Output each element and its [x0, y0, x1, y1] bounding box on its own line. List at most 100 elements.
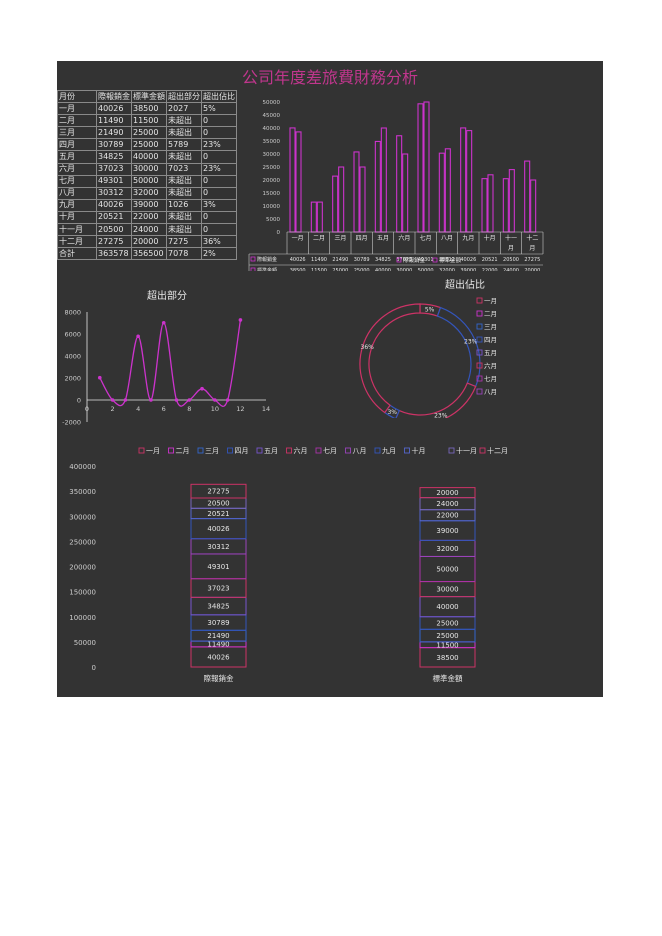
table-cell[interactable]: 356500: [131, 247, 167, 261]
chart-title: 超出佔比: [445, 278, 485, 291]
table-row: 五月 34825 40000 未超出 0: [57, 150, 237, 164]
table-cell[interactable]: 0: [201, 223, 237, 237]
table-cell[interactable]: 0: [201, 126, 237, 140]
table-cell[interactable]: 22000: [131, 210, 167, 225]
table-cell[interactable]: 20000: [131, 235, 167, 249]
table-cell[interactable]: 十二月: [57, 235, 97, 249]
stacked-bar-chart: 一月 二月 三月 四月 五月 六月 七月 八月 九月 十月 十一月 十二月40000035000030…: [69, 446, 508, 683]
table-cell[interactable]: 23%: [201, 138, 237, 152]
table-cell[interactable]: 0: [201, 210, 237, 225]
table-cell[interactable]: 20521: [96, 210, 132, 225]
table-cell[interactable]: 五月: [57, 150, 97, 164]
table-cell[interactable]: 363578: [96, 247, 132, 261]
table-row: 十一月 20500 24000 未超出 0: [57, 223, 237, 237]
data-label: 5%: [425, 306, 435, 313]
table-cell[interactable]: 2%: [201, 247, 237, 261]
table-cell[interactable]: 超出佔比: [201, 89, 237, 104]
table-cell[interactable]: 37023: [96, 162, 132, 176]
bar: [316, 201, 323, 233]
table-cell[interactable]: 十月: [57, 210, 97, 225]
table-row: 十二月 27275 20000 7275 36%: [57, 235, 237, 249]
table-cell[interactable]: 標準金額: [131, 89, 167, 104]
table-row: 七月 49301 50000 未超出 0: [57, 174, 237, 188]
bar: [374, 140, 381, 233]
table-cell[interactable]: 7023: [166, 162, 202, 176]
table-cell[interactable]: 未超出: [166, 114, 202, 128]
table-cell[interactable]: 未超出: [166, 174, 202, 188]
y-tick-label: 4000: [64, 353, 81, 361]
table-cell[interactable]: 27275: [96, 235, 132, 249]
x-tick-label: 月: [508, 245, 514, 252]
table-cell[interactable]: 11490: [96, 114, 132, 128]
table-cell[interactable]: 0: [201, 174, 237, 188]
table-cell[interactable]: 0: [201, 150, 237, 164]
legend-label: 五月: [264, 447, 278, 455]
legend-swatch: [138, 447, 145, 454]
table-cell[interactable]: 未超出: [166, 126, 202, 140]
table-cell[interactable]: 未超出: [166, 223, 202, 237]
table-cell[interactable]: 未超出: [166, 210, 202, 225]
table-cell[interactable]: 36%: [201, 235, 237, 249]
table-cell[interactable]: 七月: [57, 174, 97, 188]
bar: [332, 175, 339, 233]
table-cell[interactable]: 34825: [96, 150, 132, 164]
legend-label: 二月: [176, 447, 190, 455]
x-tick-label: 七月: [420, 234, 432, 242]
table-cell[interactable]: 未超出: [166, 186, 202, 200]
table-cell[interactable]: 49301: [96, 174, 132, 188]
table-cell[interactable]: 四月: [57, 138, 97, 152]
table-row: 六月 37023 30000 7023 23%: [57, 162, 237, 176]
x-tick-label: 10: [211, 405, 219, 413]
table-cell[interactable]: 九月: [57, 198, 97, 212]
table-cell[interactable]: 5789: [166, 138, 202, 152]
data-point: [149, 398, 153, 402]
table-cell[interactable]: 40026: [96, 102, 132, 116]
table-cell[interactable]: 40000: [131, 150, 167, 164]
table-cell[interactable]: 11500: [131, 114, 167, 128]
table-cell[interactable]: 25000: [131, 126, 167, 140]
table-cell[interactable]: 月份: [57, 89, 97, 104]
table-cell[interactable]: 三月: [57, 126, 97, 140]
table-cell[interactable]: 合計: [57, 247, 97, 261]
table-cell[interactable]: 超出部分: [166, 89, 202, 104]
table-cell[interactable]: 30312: [96, 186, 132, 200]
table-cell[interactable]: 21490: [96, 126, 132, 140]
table-cell[interactable]: 0: [201, 186, 237, 200]
table-cell[interactable]: 20500: [96, 223, 132, 237]
table-cell[interactable]: 39000: [131, 198, 167, 212]
table-cell[interactable]: 23%: [201, 162, 237, 176]
table-cell[interactable]: 7275: [166, 235, 202, 249]
table-cell[interactable]: 2027: [166, 102, 202, 116]
table-cell[interactable]: 一月: [57, 102, 97, 116]
table-cell[interactable]: 0: [201, 114, 237, 128]
table-cell[interactable]: 際報銷金: [96, 89, 132, 104]
legend-label: 十二月: [487, 446, 508, 455]
legend-swatch: [286, 447, 292, 454]
data-label: 30789: [207, 619, 229, 627]
data-table-value: 20000: [524, 268, 540, 271]
table-cell[interactable]: 六月: [57, 162, 97, 176]
table-cell[interactable]: 30789: [96, 138, 132, 152]
table-cell[interactable]: 50000: [131, 174, 167, 188]
data-label: 37023: [207, 585, 229, 593]
table-cell[interactable]: 十一月: [57, 223, 97, 237]
table-cell[interactable]: 32000: [131, 186, 167, 200]
table-cell[interactable]: 25000: [131, 138, 167, 152]
data-label: 39000: [436, 527, 458, 535]
table-cell[interactable]: 1026: [166, 198, 202, 212]
legend-swatch: [476, 310, 483, 317]
table-cell[interactable]: 5%: [201, 102, 237, 116]
table-cell[interactable]: 7078: [166, 247, 202, 261]
table-cell[interactable]: 30000: [131, 162, 167, 176]
table-cell[interactable]: 38500: [131, 102, 167, 116]
table-row: 八月 30312 32000 未超出 0: [57, 186, 237, 200]
table-cell[interactable]: 二月: [57, 114, 97, 128]
data-table-value: 49301: [418, 257, 434, 263]
table-cell[interactable]: 八月: [57, 186, 97, 200]
table-cell[interactable]: 未超出: [166, 150, 202, 164]
table-row: 十月 20521 22000 未超出 0: [57, 210, 237, 225]
legend-label: 一月: [146, 447, 160, 455]
table-cell[interactable]: 24000: [131, 223, 167, 237]
table-cell[interactable]: 40026: [96, 198, 132, 212]
table-cell[interactable]: 3%: [201, 198, 237, 212]
